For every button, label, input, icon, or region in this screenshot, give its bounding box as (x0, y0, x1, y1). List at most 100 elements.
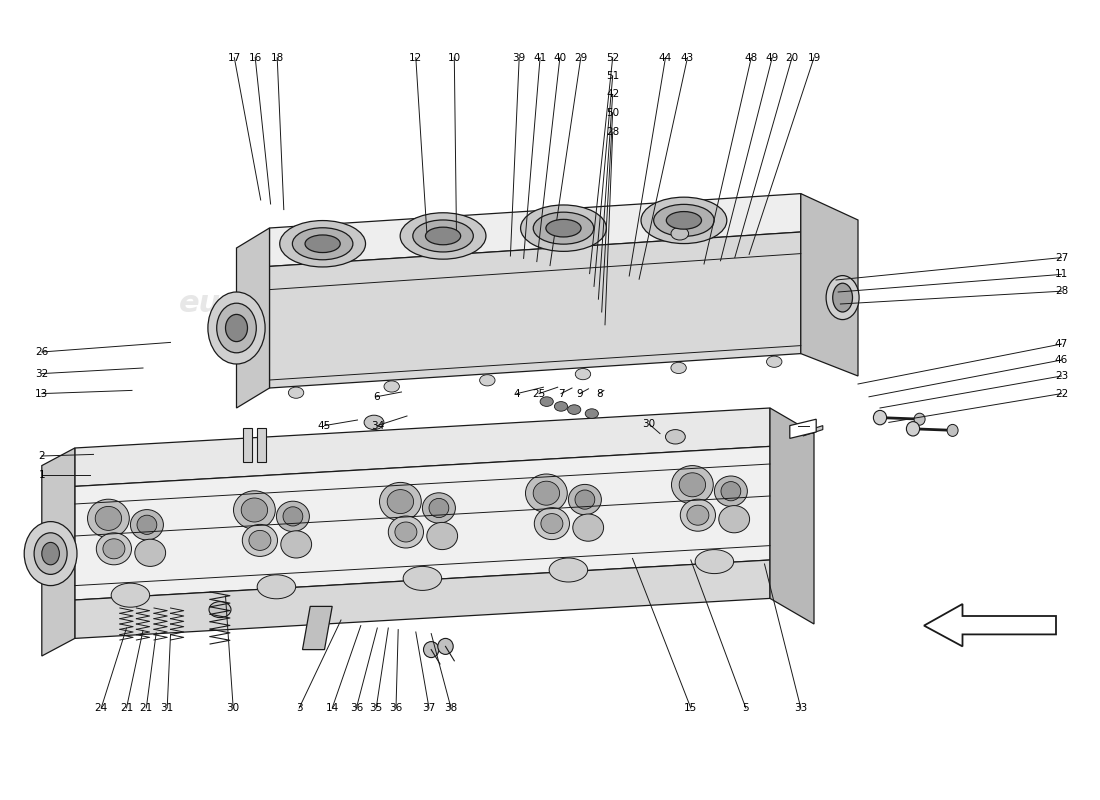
Ellipse shape (257, 574, 296, 598)
Polygon shape (75, 408, 770, 486)
Ellipse shape (226, 314, 248, 342)
Polygon shape (801, 194, 858, 376)
Text: 6: 6 (373, 392, 380, 402)
Ellipse shape (379, 482, 421, 521)
Polygon shape (75, 446, 770, 600)
Text: 11: 11 (1055, 270, 1068, 279)
Ellipse shape (671, 466, 713, 504)
Text: 14: 14 (326, 703, 339, 713)
Text: 39: 39 (513, 53, 526, 62)
Text: 26: 26 (35, 347, 48, 357)
Circle shape (671, 227, 689, 240)
FancyBboxPatch shape (243, 428, 252, 462)
Text: 2: 2 (39, 451, 45, 461)
Ellipse shape (88, 499, 130, 538)
Ellipse shape (575, 490, 595, 510)
Text: 23: 23 (1055, 371, 1068, 381)
Ellipse shape (653, 204, 714, 236)
Text: 36: 36 (350, 703, 363, 713)
Text: 37: 37 (422, 703, 436, 713)
Circle shape (767, 356, 782, 367)
Text: 40: 40 (553, 53, 566, 62)
Text: 21: 21 (140, 703, 153, 713)
Circle shape (480, 374, 495, 386)
Ellipse shape (422, 493, 455, 523)
Text: 30: 30 (227, 703, 240, 713)
Text: 50: 50 (606, 108, 619, 118)
Polygon shape (270, 194, 801, 266)
Ellipse shape (569, 485, 602, 515)
Polygon shape (236, 228, 270, 408)
Polygon shape (790, 419, 816, 438)
Text: 42: 42 (606, 90, 619, 99)
Text: 51: 51 (606, 71, 619, 81)
Text: 9: 9 (576, 389, 583, 398)
Polygon shape (924, 604, 1056, 646)
Circle shape (209, 602, 231, 618)
Text: 33: 33 (794, 703, 807, 713)
FancyBboxPatch shape (257, 428, 266, 462)
Text: 17: 17 (228, 53, 241, 62)
Ellipse shape (279, 221, 365, 267)
Circle shape (288, 387, 304, 398)
Text: 48: 48 (745, 53, 758, 62)
Ellipse shape (242, 525, 277, 557)
Ellipse shape (283, 507, 302, 526)
Ellipse shape (249, 530, 271, 550)
Ellipse shape (280, 531, 311, 558)
Ellipse shape (427, 522, 458, 550)
Text: 5: 5 (742, 703, 749, 713)
Ellipse shape (400, 213, 486, 259)
Text: eurospares: eurospares (585, 506, 779, 534)
Ellipse shape (520, 205, 606, 251)
Text: 3: 3 (296, 703, 303, 713)
Polygon shape (270, 232, 801, 388)
Ellipse shape (541, 514, 563, 534)
Text: 32: 32 (35, 369, 48, 378)
Polygon shape (302, 606, 332, 650)
Ellipse shape (947, 424, 958, 437)
Text: 12: 12 (409, 53, 422, 62)
Ellipse shape (34, 533, 67, 574)
Ellipse shape (24, 522, 77, 586)
Text: 16: 16 (249, 53, 262, 62)
Text: 35: 35 (370, 703, 383, 713)
Circle shape (575, 369, 591, 380)
Ellipse shape (906, 422, 920, 436)
Text: 45: 45 (318, 421, 331, 430)
Text: 52: 52 (606, 53, 619, 62)
Ellipse shape (526, 474, 568, 513)
Polygon shape (770, 408, 814, 624)
Ellipse shape (388, 516, 424, 548)
Text: 21: 21 (120, 703, 133, 713)
Ellipse shape (42, 542, 59, 565)
Text: 10: 10 (448, 53, 461, 62)
Text: 24: 24 (95, 703, 108, 713)
Text: eurospares: eurospares (585, 290, 779, 318)
Ellipse shape (438, 638, 453, 654)
Ellipse shape (241, 498, 267, 522)
Text: 47: 47 (1055, 339, 1068, 349)
Ellipse shape (680, 499, 715, 531)
Ellipse shape (720, 482, 740, 501)
Ellipse shape (535, 508, 570, 540)
Text: 25: 25 (532, 389, 546, 398)
Ellipse shape (534, 482, 560, 506)
Circle shape (568, 405, 581, 414)
Circle shape (666, 430, 685, 444)
Ellipse shape (714, 476, 747, 506)
Text: 18: 18 (271, 53, 284, 62)
Ellipse shape (233, 490, 275, 530)
Text: 27: 27 (1055, 253, 1068, 262)
Ellipse shape (546, 219, 581, 237)
Ellipse shape (395, 522, 417, 542)
Text: 46: 46 (1055, 355, 1068, 365)
Ellipse shape (641, 197, 727, 243)
Ellipse shape (833, 283, 853, 312)
Ellipse shape (208, 292, 265, 364)
Text: 19: 19 (807, 53, 821, 62)
Text: 20: 20 (785, 53, 799, 62)
Ellipse shape (135, 539, 166, 566)
Ellipse shape (695, 550, 734, 574)
Ellipse shape (305, 235, 340, 253)
